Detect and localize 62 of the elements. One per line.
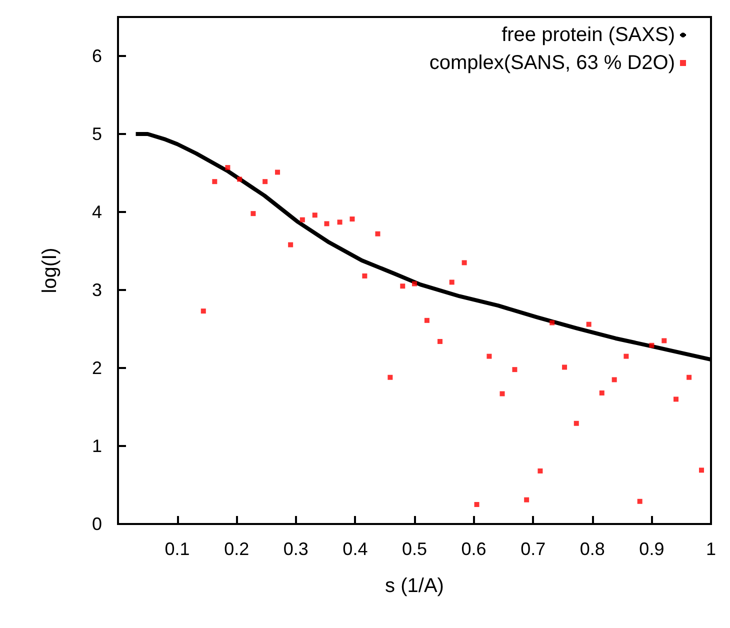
- x-tick-label: 0.1: [164, 539, 190, 559]
- point: [324, 221, 330, 226]
- point: [500, 391, 505, 396]
- x-tick-label: 0.3: [283, 539, 308, 559]
- legend-label: complex(SANS, 63 % D2O): [429, 52, 675, 74]
- point: [212, 179, 218, 184]
- point: [237, 176, 242, 182]
- x-tick-label: 0.5: [402, 539, 428, 559]
- point: [686, 374, 692, 380]
- legend-label: free protein (SAXS): [502, 24, 675, 46]
- point: [262, 179, 268, 184]
- x-tick-label: 0.4: [342, 539, 368, 559]
- point: [449, 280, 454, 285]
- y-tick-label: 1: [92, 436, 102, 456]
- x-tick-label: 0.9: [639, 539, 664, 559]
- point: [524, 497, 530, 502]
- point: [200, 308, 206, 314]
- point: [275, 170, 280, 175]
- point: [624, 354, 629, 359]
- point: [462, 260, 467, 266]
- y-tick-label: 0: [92, 514, 102, 534]
- x-tick-label: 0.2: [224, 539, 250, 559]
- point: [412, 281, 417, 286]
- point: [474, 502, 480, 507]
- point: [424, 318, 430, 323]
- point: [574, 420, 579, 426]
- x-tick-label: 1: [706, 539, 716, 559]
- y-axis-title: log(I): [39, 248, 61, 294]
- point: [512, 367, 518, 372]
- y-tick-label: 6: [92, 46, 102, 66]
- point: [225, 165, 230, 170]
- point: [250, 211, 256, 216]
- point: [674, 396, 679, 402]
- point: [288, 242, 294, 248]
- point: [375, 231, 380, 236]
- point: [649, 342, 654, 348]
- point: [438, 338, 442, 344]
- x-tick-label: 0.6: [461, 539, 486, 559]
- x-axis-title: s (1/A): [385, 575, 444, 597]
- y-tick-label: 3: [92, 280, 102, 300]
- point: [612, 377, 617, 382]
- point: [538, 468, 543, 474]
- point: [599, 390, 604, 396]
- point: [562, 364, 568, 370]
- point: [337, 220, 342, 225]
- y-tick-label: 2: [92, 358, 102, 378]
- y-tick-label: 5: [92, 124, 102, 144]
- point: [388, 374, 393, 380]
- x-tick-label: 0.8: [580, 539, 605, 559]
- point: [400, 284, 406, 289]
- y-tick-label: 4: [92, 202, 102, 222]
- point: [362, 273, 368, 278]
- point: [586, 322, 592, 327]
- point: [699, 468, 704, 473]
- point: [486, 354, 492, 359]
- x-tick-label: 0.7: [520, 539, 546, 559]
- point: [350, 216, 355, 222]
- point: [312, 212, 318, 218]
- point: [550, 320, 555, 326]
- point: [300, 217, 305, 222]
- point: [662, 338, 667, 344]
- point: [637, 498, 642, 504]
